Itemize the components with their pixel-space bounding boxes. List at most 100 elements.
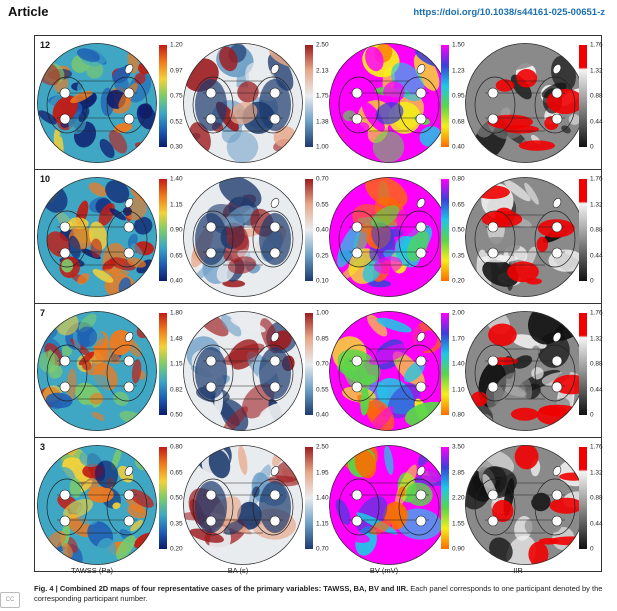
ba-colorbar (305, 179, 313, 281)
colorbar-tick-label: 0.40 (316, 411, 329, 419)
colorbar-tick-label: 1.00 (316, 309, 329, 317)
caption-title: Fig. 4 | Combined 2D maps of four repres… (34, 584, 409, 593)
colorbar-tick-label: 0.75 (170, 92, 183, 100)
colorbar-tick-label: 1.15 (170, 201, 183, 208)
iir-colorbar-ticks: 1.76 1.32 0.88 0.44 0 (590, 41, 617, 151)
colorbar-tick-label: 0 (590, 411, 594, 419)
colorbar-tick-label: 0.55 (316, 386, 329, 393)
participant-panel: 10 1.401.150.900.650.40 0.700.550.400.25… (34, 169, 603, 304)
colorbar-tick-label: 0.90 (170, 226, 183, 234)
bv-colorbar-ticks: 2.00 1.70 1.40 1.10 0.80 (452, 310, 486, 419)
tawss-colorbar (159, 313, 167, 415)
bv-colorbar (441, 313, 449, 415)
colorbar-tick-label: 1.32 (590, 469, 603, 476)
participant-number: 3 (40, 442, 46, 452)
colorbar-tick-label: 1.40 (316, 494, 329, 502)
colorbar-tick-label: 1.70 (452, 335, 465, 342)
section-label: Article (8, 4, 49, 19)
ba-colorbar-ticks: 2.50 2.13 1.75 1.38 1.00 (316, 41, 350, 151)
iir-map (465, 445, 585, 565)
colorbar-tick-label: 0 (590, 143, 594, 151)
colorbar-tick-label: 0.88 (590, 92, 603, 100)
colorbar-tick-label: 0.65 (170, 252, 183, 259)
colorbar-tick-label: 0.40 (170, 277, 183, 285)
colorbar-tick-label: 0.35 (170, 520, 183, 527)
colorbar-tick-label: 0.35 (452, 252, 465, 259)
colorbar-tick-label: 0.80 (452, 175, 465, 183)
colorbar-tick-label: 1.95 (316, 469, 329, 476)
colorbar-tick-label: 1.40 (452, 360, 465, 368)
ba-colorbar-ticks: 0.70 0.55 0.40 0.25 0.10 (316, 175, 350, 285)
tawss-colorbar-ticks: 0.80 0.65 0.50 0.35 0.20 (170, 443, 204, 553)
colorbar-tick-label: 1.15 (316, 520, 329, 527)
colorbar-tick-label: 0.25 (316, 252, 329, 259)
ba-colorbar-ticks: 2.50 1.95 1.40 1.15 0.70 (316, 443, 350, 553)
bv-colorbar (441, 179, 449, 281)
tawss-colorbar (159, 179, 167, 281)
colorbar-tick-label: 1.76 (590, 443, 603, 451)
figure-caption: Fig. 4 | Combined 2D maps of four repres… (34, 584, 604, 604)
bv-colorbar (441, 447, 449, 549)
colorbar-tick-label: 0.10 (316, 277, 329, 285)
colorbar-tick-label: 1.10 (452, 386, 465, 393)
colorbar-tick-label: 0.50 (452, 226, 465, 234)
colorbar-tick-label: 0.30 (170, 143, 183, 151)
tawss-colorbar-ticks: 1.40 1.15 0.90 0.65 0.40 (170, 175, 204, 285)
colorbar-tick-label: 2.50 (316, 443, 329, 451)
colorbar-tick-label: 2.13 (316, 67, 329, 74)
colorbar-tick-label: 1.75 (316, 92, 329, 100)
colorbar-tick-label: 1.15 (170, 360, 183, 368)
colorbar-tick-label: 0.70 (316, 545, 329, 553)
colorbar-tick-label: 0.70 (316, 360, 329, 368)
ba-colorbar (305, 313, 313, 415)
bv-map (329, 177, 449, 297)
colorbar-tick-label: 0.65 (170, 469, 183, 476)
colorbar-tick-label: 0.65 (452, 201, 465, 208)
colorbar-tick-label: 1.55 (452, 520, 465, 527)
colorbar-tick-label: 1.32 (590, 201, 603, 208)
bv-map (329, 311, 449, 431)
tawss-map (37, 311, 157, 431)
tawss-map (37, 43, 157, 163)
caption-text: Each panel corresponds to one participan… (34, 584, 603, 603)
colorbar-tick-label: 1.76 (590, 41, 603, 49)
colorbar-tick-label: 1.76 (590, 175, 603, 183)
tawss-colorbar-ticks: 1.20 0.97 0.75 0.52 0.30 (170, 42, 204, 151)
colorbar-tick-label: 0.80 (170, 443, 183, 451)
tawss-map (37, 445, 157, 565)
var-label-tawss: TAWSS (Pa) (70, 566, 114, 575)
ba-colorbar-ticks: 1.00 0.85 0.70 0.55 0.40 (316, 309, 350, 419)
colorbar-tick-label: 0.20 (452, 277, 465, 285)
colorbar-tick-label: 0.20 (170, 545, 183, 553)
colorbar-tick-label: 0.97 (170, 67, 183, 74)
colorbar-tick-label: 0 (590, 277, 594, 285)
colorbar-tick-label: 1.40 (170, 175, 183, 183)
ba-map (183, 311, 303, 431)
iir-colorbar (579, 179, 587, 281)
colorbar-tick-label: 0.40 (452, 143, 465, 151)
participant-panel: 12 1.20 0.97 0.75 0.52 0.30 2.50 2.13 1.75 1.38… (34, 35, 603, 170)
colorbar-tick-label: 0.55 (316, 201, 329, 208)
iir-colorbar-ticks: 1.76 1.32 0.88 0.44 0 (590, 443, 617, 553)
ba-map (183, 43, 303, 163)
iir-map (465, 177, 585, 297)
colorbar-tick-label: 2.85 (452, 469, 465, 476)
colorbar-tick-label: 0.88 (590, 494, 603, 502)
colorbar-tick-label: 0.40 (316, 226, 329, 234)
colorbar-tick-label: 1.50 (452, 41, 465, 49)
doi-link[interactable]: https://doi.org/10.1038/s44161-025-00651… (413, 7, 605, 18)
colorbar-tick-label: 0.44 (590, 118, 603, 125)
ba-colorbar (305, 447, 313, 549)
colorbar-tick-label: 0.80 (452, 411, 465, 419)
colorbar-tick-label: 0.90 (452, 545, 465, 553)
colorbar-tick-label: 0.50 (170, 411, 183, 419)
colorbar-tick-label: 0.95 (452, 92, 465, 100)
colorbar-tick-label: 1.76 (590, 309, 603, 317)
colorbar-tick-label: 0.50 (170, 494, 183, 502)
colorbar-tick-label: 0.70 (316, 175, 329, 183)
colorbar-tick-label: 0.88 (590, 360, 603, 368)
iir-colorbar-ticks: 1.76 1.32 0.88 0.44 0 (590, 309, 617, 419)
var-label-ba: BA (s) (227, 566, 249, 575)
colorbar-tick-label: 1.00 (316, 143, 329, 151)
colorbar-tick-label: 2.50 (316, 41, 329, 49)
